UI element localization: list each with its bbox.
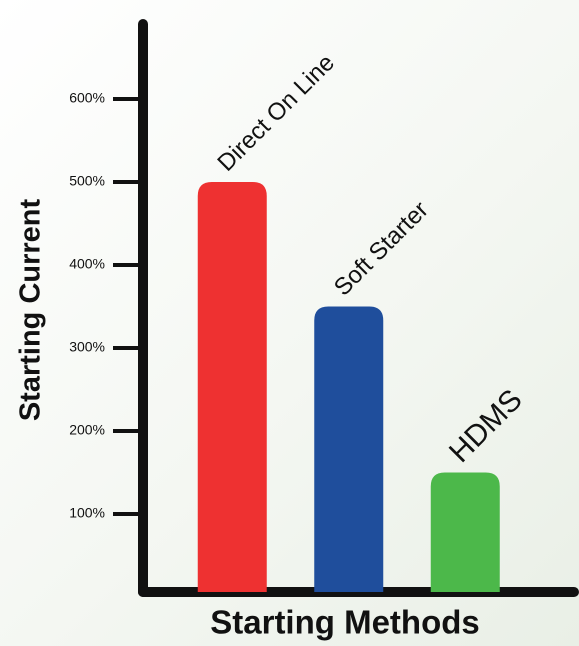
category-label: Direct On Line	[212, 49, 340, 177]
y-tick-label: 300%	[69, 339, 105, 355]
y-tick-label: 500%	[69, 173, 105, 189]
bar	[314, 306, 384, 592]
y-tick-label: 400%	[69, 256, 105, 272]
x-axis-title: Starting Methods	[210, 604, 480, 641]
category-label: Soft Starter	[329, 196, 434, 301]
bar	[430, 472, 500, 592]
y-tick-label: 600%	[69, 90, 105, 106]
y-axis-title: Starting Current	[15, 198, 47, 421]
y-tick-label: 100%	[69, 505, 105, 521]
y-tick-label: 200%	[69, 422, 105, 438]
category-label: HDMS	[443, 383, 529, 469]
bar	[197, 182, 267, 592]
